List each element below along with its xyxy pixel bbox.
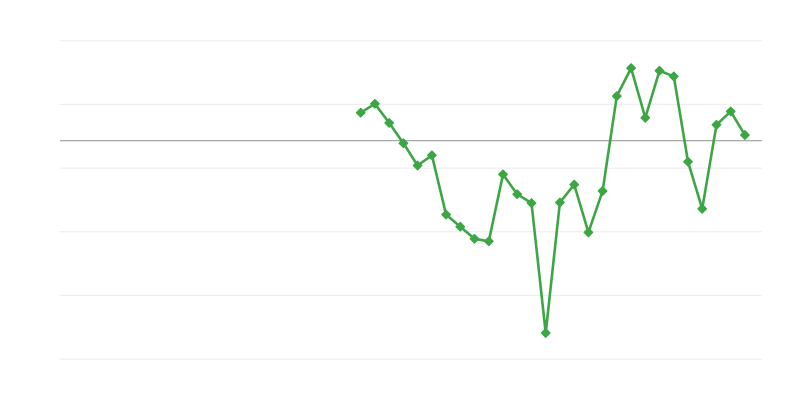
data-point-marker xyxy=(355,107,366,118)
data-point-marker xyxy=(711,119,722,130)
data-point-marker xyxy=(370,98,380,109)
data-point-marker xyxy=(569,179,580,190)
data-point-marker xyxy=(725,106,736,117)
data-point-marker xyxy=(640,112,651,123)
series-group xyxy=(355,63,750,338)
gridlines-group xyxy=(60,40,762,360)
data-point-marker xyxy=(654,65,665,76)
data-point-marker xyxy=(498,169,508,180)
data-point-marker xyxy=(526,198,537,208)
data-point-marker xyxy=(441,209,451,220)
data-point-marker xyxy=(540,328,551,338)
data-point-marker xyxy=(483,236,494,247)
data-point-marker xyxy=(626,63,636,73)
data-point-marker xyxy=(683,156,693,167)
data-point-marker xyxy=(384,118,395,128)
series-line xyxy=(359,66,747,335)
data-point-marker xyxy=(398,138,409,149)
data-point-marker xyxy=(469,233,480,244)
data-point-marker xyxy=(740,130,750,140)
data-point-marker xyxy=(611,91,622,101)
data-point-marker xyxy=(583,227,594,238)
data-point-marker xyxy=(555,197,565,208)
data-point-marker xyxy=(455,221,466,232)
data-point-marker xyxy=(668,71,679,82)
data-point-marker xyxy=(412,160,423,171)
data-point-marker xyxy=(427,150,437,161)
data-point-marker xyxy=(697,203,708,214)
data-point-marker xyxy=(512,189,523,200)
data-point-marker xyxy=(597,186,608,196)
